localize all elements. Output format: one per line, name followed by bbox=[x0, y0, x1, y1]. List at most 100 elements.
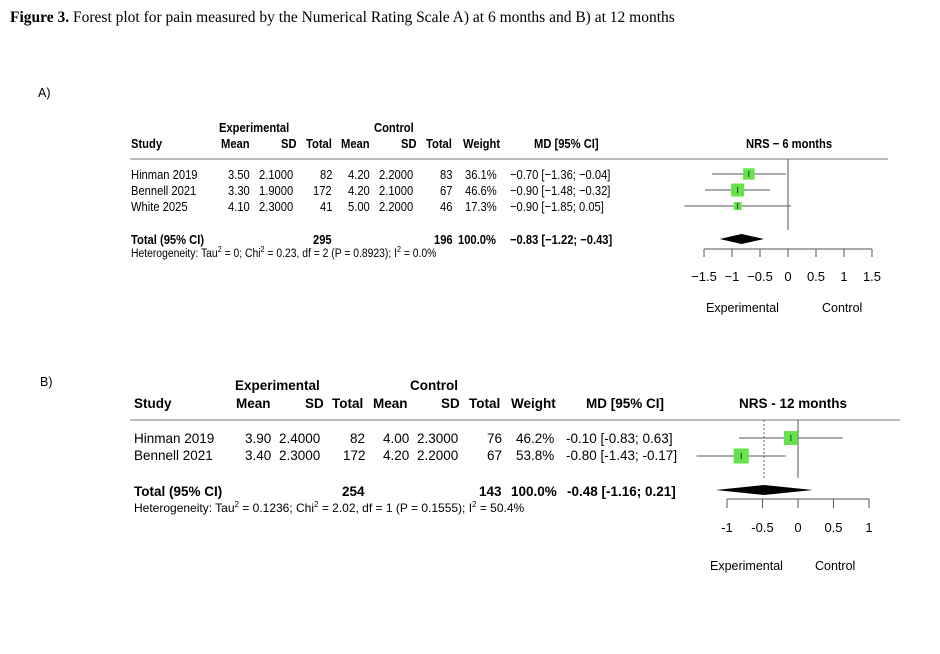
panel-a-col-sd-c: SD bbox=[401, 136, 417, 151]
row-weight: 53.8% bbox=[516, 448, 555, 463]
panel-a-total-weight: 100.0% bbox=[458, 232, 496, 247]
panel-a-col-sd-e: SD bbox=[281, 136, 297, 151]
row-total-c: 46 bbox=[440, 199, 453, 214]
panel-b-favours-experimental: Experimental bbox=[710, 559, 783, 573]
panel-b-control-header: Control bbox=[410, 378, 458, 393]
row-sd-c: 2.3000 bbox=[417, 431, 459, 446]
row-total-c: 67 bbox=[487, 448, 503, 463]
x-tick-label: 1 bbox=[840, 269, 847, 284]
het-text: Heterogeneity: Tau bbox=[131, 248, 218, 260]
het-sup: 2 bbox=[472, 500, 477, 509]
row-mean-c: 4.20 bbox=[383, 448, 410, 463]
panel-a-label: A) bbox=[38, 86, 51, 100]
row-total-c: 83 bbox=[440, 167, 453, 182]
panel-b-col-sd-c: SD bbox=[441, 396, 460, 411]
row-total-e: 172 bbox=[313, 183, 332, 198]
row-mean-c: 4.00 bbox=[383, 431, 410, 446]
row-study: White 2025 bbox=[131, 199, 188, 214]
row-sd-e: 1.9000 bbox=[259, 183, 294, 198]
x-tick-label: 1.5 bbox=[863, 269, 881, 284]
row-sd-c: 2.2000 bbox=[417, 448, 459, 463]
pooled-diamond bbox=[719, 234, 764, 244]
row-mean-e: 3.50 bbox=[228, 167, 250, 182]
row-md: −0.70 [−1.36; −0.04] bbox=[510, 167, 611, 182]
panel-b-col-total-c: Total bbox=[469, 396, 501, 411]
panel-b-col-sd-e: SD bbox=[305, 396, 324, 411]
panel-b-col-study: Study bbox=[134, 396, 172, 411]
panel-a-total-md: −0.83 [−1.22; −0.43] bbox=[510, 232, 613, 247]
row-sd-e: 2.3000 bbox=[259, 199, 294, 214]
x-tick-label: −1 bbox=[725, 269, 740, 284]
row-md: -0.80 [-1.43; -0.17] bbox=[566, 448, 678, 463]
figure-caption-label: Figure 3. bbox=[10, 9, 70, 26]
row-weight: 46.6% bbox=[465, 183, 497, 198]
row-md: −0.90 [−1.48; −0.32] bbox=[510, 183, 611, 198]
panel-b-total-e: 254 bbox=[342, 484, 365, 499]
panel-b-col-total-e: Total bbox=[332, 396, 364, 411]
row-sd-c: 2.1000 bbox=[379, 183, 414, 198]
panel-a-col-study: Study bbox=[131, 136, 163, 151]
panel-b-col-md: MD [95% CI] bbox=[586, 396, 665, 411]
het-sup: 2 bbox=[260, 245, 265, 254]
row-weight: 46.2% bbox=[516, 431, 555, 446]
panel-a-total-e: 295 bbox=[313, 232, 332, 247]
pooled-diamond bbox=[715, 485, 813, 495]
het-text: Heterogeneity: Tau bbox=[134, 501, 235, 515]
het-sup: 2 bbox=[217, 245, 222, 254]
row-sd-e: 2.1000 bbox=[259, 167, 294, 182]
row-weight: 17.3% bbox=[465, 199, 497, 214]
panel-a-plot-title: NRS − 6 months bbox=[746, 136, 833, 151]
figure-caption-text: Forest plot for pain measured by the Num… bbox=[69, 9, 675, 26]
x-tick-label: 0.5 bbox=[807, 269, 825, 284]
row-mean-c: 4.20 bbox=[348, 167, 370, 182]
panel-a-heterogeneity: Heterogeneity: Tau2 = 0; Chi2 = 0.23, df… bbox=[131, 245, 437, 261]
row-total-e: 82 bbox=[320, 167, 333, 182]
row-study: Hinman 2019 bbox=[134, 431, 215, 446]
row-total-e: 172 bbox=[343, 448, 366, 463]
panel-b-col-mean-c: Mean bbox=[373, 396, 408, 411]
row-study: Hinman 2019 bbox=[131, 167, 198, 182]
x-tick-label: 0.5 bbox=[824, 520, 842, 535]
panel-a-experimental-header: Experimental bbox=[219, 120, 290, 135]
row-sd-c: 2.2000 bbox=[379, 199, 414, 214]
panel-b-total-label: Total (95% CI) bbox=[134, 484, 223, 499]
panel-a-col-mean-c: Mean bbox=[341, 136, 370, 151]
panel-a-control-header: Control bbox=[374, 120, 414, 135]
x-tick-label: 0 bbox=[784, 269, 791, 284]
row-mean-e: 4.10 bbox=[228, 199, 250, 214]
table-row: Hinman 2019 bbox=[134, 431, 214, 446]
row-sd-e: 2.4000 bbox=[279, 431, 321, 446]
het-text: = 50.4% bbox=[476, 501, 525, 515]
panel-b-plot-title: NRS - 12 months bbox=[739, 396, 848, 411]
row-total-e: 82 bbox=[350, 431, 366, 446]
x-tick-label: -0.5 bbox=[751, 520, 773, 535]
row-sd-c: 2.2000 bbox=[379, 167, 414, 182]
row-weight: 36.1% bbox=[465, 167, 497, 182]
het-sup: 2 bbox=[234, 500, 239, 509]
row-study: Bennell 2021 bbox=[134, 448, 213, 463]
panel-a-total-label: Total (95% CI) bbox=[131, 232, 205, 247]
panel-a-col-weight: Weight bbox=[463, 136, 501, 151]
row-mean-c: 4.20 bbox=[348, 183, 370, 198]
table-row: Bennell 2021 bbox=[131, 183, 196, 198]
row-sd-e: 2.3000 bbox=[279, 448, 321, 463]
het-text: = 0; Chi bbox=[221, 248, 261, 260]
row-md: -0.10 [-0.83; 0.63] bbox=[566, 431, 673, 446]
row-mean-c: 5.00 bbox=[348, 199, 370, 214]
x-tick-label: −0.5 bbox=[747, 269, 773, 284]
panel-b-experimental-header: Experimental bbox=[235, 378, 320, 393]
table-row: Bennell 2021 bbox=[134, 448, 213, 463]
x-tick-label: -1 bbox=[721, 520, 733, 535]
panel-b-label: B) bbox=[40, 375, 53, 389]
panel-b-col-mean-e: Mean bbox=[236, 396, 271, 411]
panel-a-favours-control: Control bbox=[822, 301, 863, 315]
row-total-c: 76 bbox=[487, 431, 503, 446]
panel-a-col-total-e: Total bbox=[306, 136, 332, 151]
panel-a-favours-experimental: Experimental bbox=[706, 301, 779, 315]
row-mean-e: 3.40 bbox=[245, 448, 272, 463]
het-text: = 0.0% bbox=[401, 248, 437, 260]
het-sup: 2 bbox=[314, 500, 319, 509]
table-row: Hinman 2019 bbox=[131, 167, 198, 182]
het-sup: 2 bbox=[396, 245, 401, 254]
